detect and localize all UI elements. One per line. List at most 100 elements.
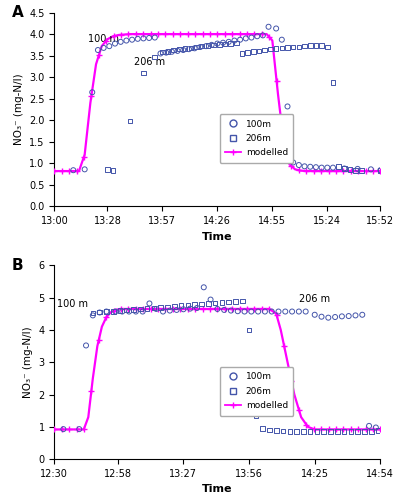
Point [200,284,207,292]
Point [318,312,325,320]
Point [366,422,372,430]
Point [103,308,110,316]
Text: 100 m: 100 m [56,298,88,308]
Point [95,46,101,54]
Point [377,166,384,174]
Point [368,166,374,173]
Point [377,166,384,174]
Point [226,298,232,306]
Point [133,308,139,316]
Point [112,40,118,48]
Point [193,43,200,51]
Point [260,32,266,40]
Point [256,47,262,55]
Point [327,428,334,436]
X-axis label: Time: Time [202,484,233,494]
Point [318,42,325,50]
Point [336,162,342,170]
Point [221,306,227,314]
Point [82,166,88,173]
Point [151,304,157,312]
Point [268,308,275,316]
Point [232,298,239,306]
Point [332,313,338,321]
Point [186,45,192,53]
Point [279,36,285,44]
Point [192,300,198,308]
Point [253,411,259,419]
Point [157,50,164,58]
Point [89,88,96,96]
Y-axis label: NO₃⁻ (mg-N/l): NO₃⁻ (mg-N/l) [14,74,24,146]
Point [359,311,366,319]
Point [347,166,353,173]
Point [280,427,286,435]
Point [60,425,66,433]
Point [90,309,96,317]
Point [222,40,228,48]
Point [220,38,226,46]
Point [117,306,123,314]
Point [144,304,150,312]
Point [273,426,280,434]
Point [273,24,279,32]
Point [282,308,288,316]
Point [307,428,313,436]
Point [352,312,359,320]
Text: 206 m: 206 m [134,57,165,67]
Point [248,308,254,316]
Point [118,38,124,46]
Point [165,48,171,56]
Point [214,40,220,48]
Point [354,428,361,436]
Point [119,308,126,316]
Point [262,46,268,54]
Point [313,42,319,50]
Point [171,302,178,310]
Point [188,44,194,52]
Point [76,425,82,433]
Point [301,42,308,50]
Point [100,44,107,52]
Point [96,308,103,316]
Point [275,308,282,316]
Point [203,42,209,50]
Point [375,426,381,434]
Point [354,165,361,173]
Point [300,428,306,436]
Point [212,299,218,307]
Point [254,32,260,40]
Point [313,163,319,171]
Point [178,302,184,310]
Point [164,303,171,311]
Point [180,306,186,314]
Point [250,48,256,56]
Point [176,45,183,53]
Point [185,301,191,309]
Point [348,428,354,436]
Point [106,42,112,50]
Point [334,428,340,436]
Point [273,44,279,52]
Point [324,164,330,172]
Point [382,424,388,432]
Point [330,78,336,86]
Point [341,428,347,436]
Point [174,47,181,55]
Point [104,166,111,174]
Point [228,306,234,314]
Point [103,308,110,316]
Point [265,23,272,31]
Point [180,46,186,54]
Point [127,117,133,125]
Point [169,48,175,56]
Point [205,42,211,50]
Text: 206 m: 206 m [299,294,330,304]
Point [210,41,217,49]
Point [194,304,200,312]
Point [234,307,241,315]
Point [124,306,130,314]
Point [241,308,248,316]
Point [339,312,345,320]
Point [239,297,246,305]
